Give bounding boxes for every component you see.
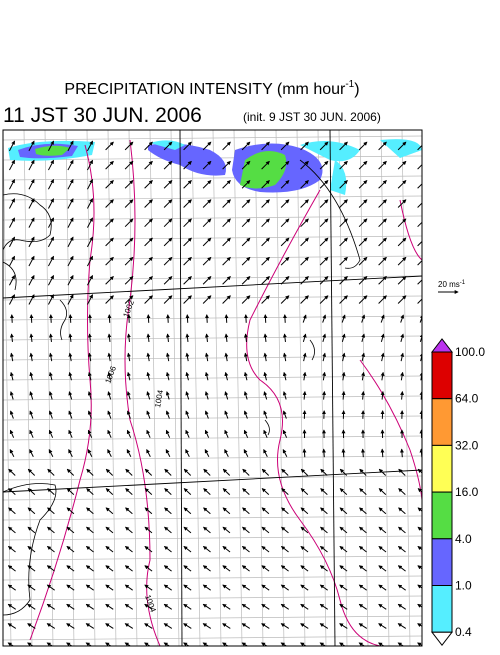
valid-time: 11 JST 30 JUN. 2006 bbox=[3, 104, 202, 127]
legend-swatch bbox=[432, 586, 452, 633]
title: PRECIPITATION INTENSITY (mm hour-1) bbox=[64, 79, 359, 98]
wind-arrow bbox=[382, 449, 383, 457]
legend-label: 4.0 bbox=[455, 532, 472, 546]
legend-label: 1.0 bbox=[455, 579, 472, 593]
wind-arrow bbox=[363, 449, 364, 457]
legend-label: 64.0 bbox=[455, 392, 479, 406]
legend-under bbox=[432, 632, 452, 645]
legend-label: 16.0 bbox=[455, 485, 479, 499]
map bbox=[3, 130, 452, 650]
wind-scale: 20 ms-1 bbox=[438, 280, 466, 289]
legend-swatch bbox=[432, 492, 452, 539]
legend-label: 100.0 bbox=[455, 345, 485, 359]
legend-label: 0.4 bbox=[455, 625, 472, 639]
legend-label: 32.0 bbox=[455, 438, 479, 452]
wind-arrow bbox=[402, 449, 403, 457]
wind-arrow bbox=[343, 449, 344, 457]
legend-swatch bbox=[432, 352, 452, 399]
legend-over bbox=[432, 339, 452, 352]
legend-swatch bbox=[432, 399, 452, 446]
legend-swatch bbox=[432, 539, 452, 586]
wind-arrow bbox=[324, 449, 325, 457]
wind-arrow bbox=[304, 449, 305, 457]
graticule bbox=[423, 130, 431, 646]
legend: 100.0 64.0 32.0 16.0 4.0 1.0 0.4 bbox=[432, 339, 485, 645]
init-time: (init. 9 JST 30 JUN. 2006) bbox=[243, 110, 381, 124]
legend-swatch bbox=[432, 445, 452, 492]
